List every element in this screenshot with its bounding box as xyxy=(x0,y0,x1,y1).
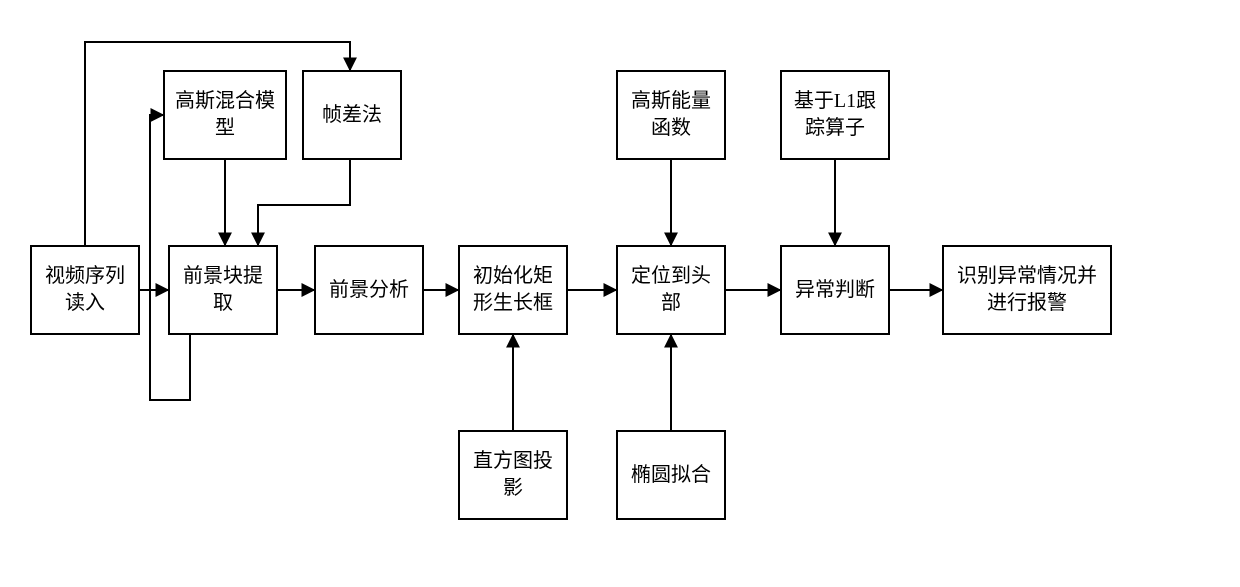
node-n_initrect: 初始化矩 形生长框 xyxy=(458,245,568,335)
node-n_video: 视频序列 读入 xyxy=(30,245,140,335)
node-n_framediff: 帧差法 xyxy=(302,70,402,160)
node-n_gmm: 高斯混合模 型 xyxy=(163,70,287,160)
node-n_fg: 前景块提 取 xyxy=(168,245,278,335)
node-n_anom: 异常判断 xyxy=(780,245,890,335)
edge-n_framediff-n_fg xyxy=(258,160,350,245)
node-n_ellipse: 椭圆拟合 xyxy=(616,430,726,520)
node-n_head: 定位到头 部 xyxy=(616,245,726,335)
node-n_fgana: 前景分析 xyxy=(314,245,424,335)
flowchart-canvas: 视频序列 读入高斯混合模 型帧差法前景块提 取前景分析初始化矩 形生长框定位到头… xyxy=(0,0,1240,587)
node-n_hist: 直方图投 影 xyxy=(458,430,568,520)
node-n_gauss: 高斯能量 函数 xyxy=(616,70,726,160)
node-n_alarm: 识别异常情况并 进行报警 xyxy=(942,245,1112,335)
node-n_l1: 基于L1跟 踪算子 xyxy=(780,70,890,160)
